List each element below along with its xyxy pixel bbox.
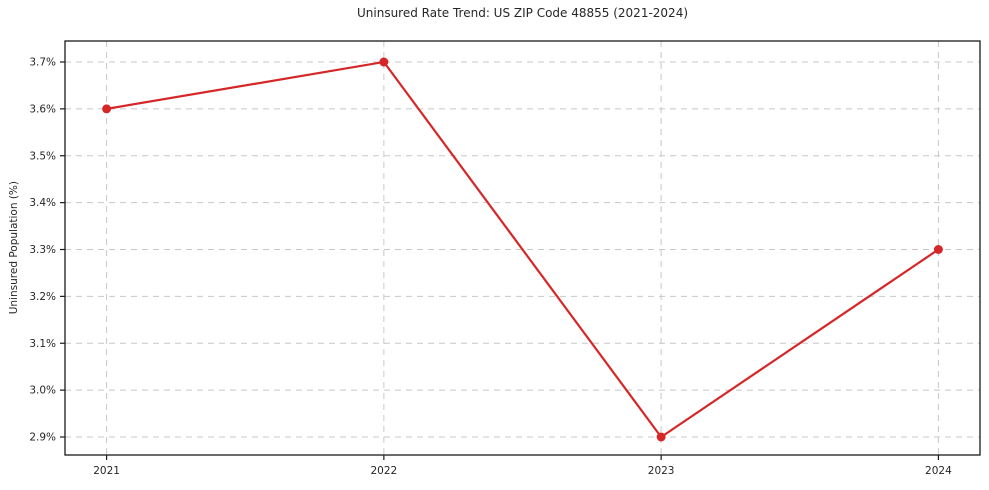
y-tick-label: 3.3%: [29, 244, 56, 256]
chart-title: Uninsured Rate Trend: US ZIP Code 48855 …: [356, 6, 689, 20]
y-tick-label: 3.5%: [29, 150, 56, 162]
x-tick-label: 2023: [648, 465, 675, 477]
data-point: [656, 432, 666, 442]
y-tick-label: 3.7%: [29, 57, 56, 69]
y-tick-label: 3.6%: [29, 103, 56, 115]
y-tick-label: 3.2%: [29, 291, 56, 303]
x-tick-label: 2021: [93, 465, 120, 477]
y-tick-label: 2.9%: [29, 432, 56, 444]
data-point: [933, 245, 943, 254]
x-tick-label: 2022: [370, 465, 397, 477]
data-point: [379, 57, 389, 67]
data-point: [102, 104, 112, 114]
y-tick-label: 3.4%: [29, 197, 56, 209]
data-line: [105, 60, 940, 439]
x-tick-label: 2024: [925, 465, 952, 477]
y-tick-label: 3.0%: [29, 385, 56, 397]
y-tick-label: 3.1%: [29, 338, 56, 350]
axes-border: [64, 40, 981, 456]
